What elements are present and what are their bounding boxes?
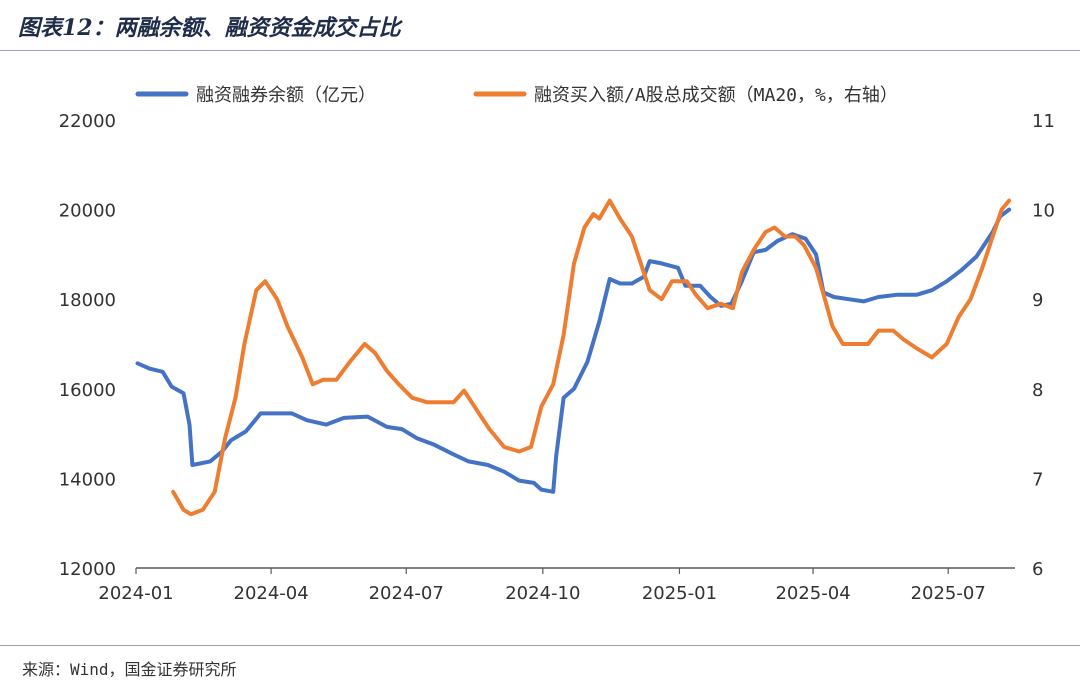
left-axis-tick-label: 18000 (59, 290, 116, 311)
right-axis-tick-label: 10 (1032, 201, 1055, 222)
right-axis-tick-label: 6 (1032, 559, 1043, 580)
x-axis-tick-label: 2025-07 (911, 583, 986, 604)
x-axis-tick-label: 2024-01 (98, 583, 173, 604)
x-axis-tick-label: 2024-04 (234, 583, 309, 604)
x-axis-tick-label: 2025-01 (642, 583, 717, 604)
legend-label: 融资融券余额（亿元） (196, 85, 376, 106)
x-axis-tick-label: 2024-07 (369, 583, 444, 604)
chart-legend: 融资融券余额（亿元） 融资买入额/A股总成交额（MA20，%，右轴） (135, 85, 898, 106)
series-layer (135, 198, 1012, 517)
right-axis-ticks: 6 7 8 9 10 11 (1032, 111, 1055, 580)
left-axis-tick-label: 20000 (59, 201, 116, 222)
x-axis-tick-label: 2025-04 (775, 583, 850, 604)
x-axis-tick-label: 2024-10 (505, 583, 580, 604)
bottom-rule (0, 645, 1080, 646)
figure-title: 图表12：两融余额、融资资金成交占比 (18, 15, 401, 41)
right-axis-tick-label: 9 (1032, 290, 1043, 311)
source-note: 来源：Wind，国金证券研究所 (22, 660, 237, 679)
left-axis-tick-label: 12000 (59, 559, 116, 580)
right-axis-tick-label: 11 (1032, 111, 1055, 132)
left-axis-ticks: 12000 14000 16000 18000 20000 22000 (59, 111, 116, 580)
right-axis-tick-label: 8 (1032, 380, 1043, 401)
top-rule (0, 50, 1080, 51)
left-axis-tick-label: 16000 (59, 380, 116, 401)
series-line-financing-ratio (171, 198, 1012, 517)
right-axis-tick-label: 7 (1032, 469, 1043, 490)
legend-label: 融资买入额/A股总成交额（MA20，%，右轴） (534, 85, 898, 106)
left-axis-tick-label: 14000 (59, 469, 116, 490)
x-axis-ticks: 2024-01 2024-04 2024-07 2024-10 2025-01 2025-… (98, 568, 986, 604)
left-axis-tick-label: 22000 (59, 111, 116, 132)
series-line-margin-balance (135, 207, 1012, 494)
